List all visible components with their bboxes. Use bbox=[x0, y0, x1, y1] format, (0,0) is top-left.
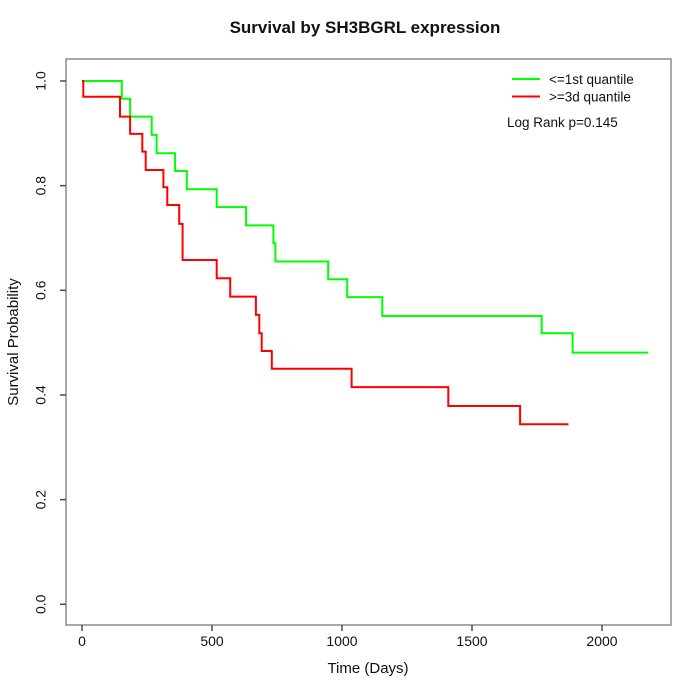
chart-title: Survival by SH3BGRL expression bbox=[230, 18, 501, 37]
km-curve-low-quantile bbox=[82, 80, 649, 354]
legend-label-high-quantile: >=3d quantile bbox=[549, 90, 631, 105]
y-tick-label: 0.8 bbox=[33, 176, 49, 196]
plot-border-box bbox=[65, 58, 672, 626]
y-axis-title: Survival Probability bbox=[5, 278, 22, 406]
x-tick-label: 1000 bbox=[326, 633, 357, 649]
y-tick-label: 0.0 bbox=[33, 594, 49, 614]
km-curve-high-quantile bbox=[82, 80, 569, 426]
plot-generated-layer: 0 500 1000 1500 2000 0.0 0.2 0.4 0.6 0.8 1.0 bbox=[33, 58, 672, 649]
y-tick-label: 0.4 bbox=[33, 385, 49, 405]
x-tick-label: 2000 bbox=[586, 633, 617, 649]
y-tick-label: 0.2 bbox=[33, 490, 49, 510]
x-axis-title: Time (Days) bbox=[327, 660, 408, 677]
legend-label-low-quantile: <=1st quantile bbox=[549, 72, 634, 87]
x-tick-label: 1500 bbox=[456, 633, 487, 649]
x-tick-label: 500 bbox=[200, 633, 224, 649]
log-rank-annotation: Log Rank p=0.145 bbox=[507, 115, 618, 130]
y-tick-label: 1.0 bbox=[33, 71, 49, 91]
x-tick-label: 0 bbox=[78, 633, 86, 649]
y-tick-label: 0.6 bbox=[33, 280, 49, 300]
